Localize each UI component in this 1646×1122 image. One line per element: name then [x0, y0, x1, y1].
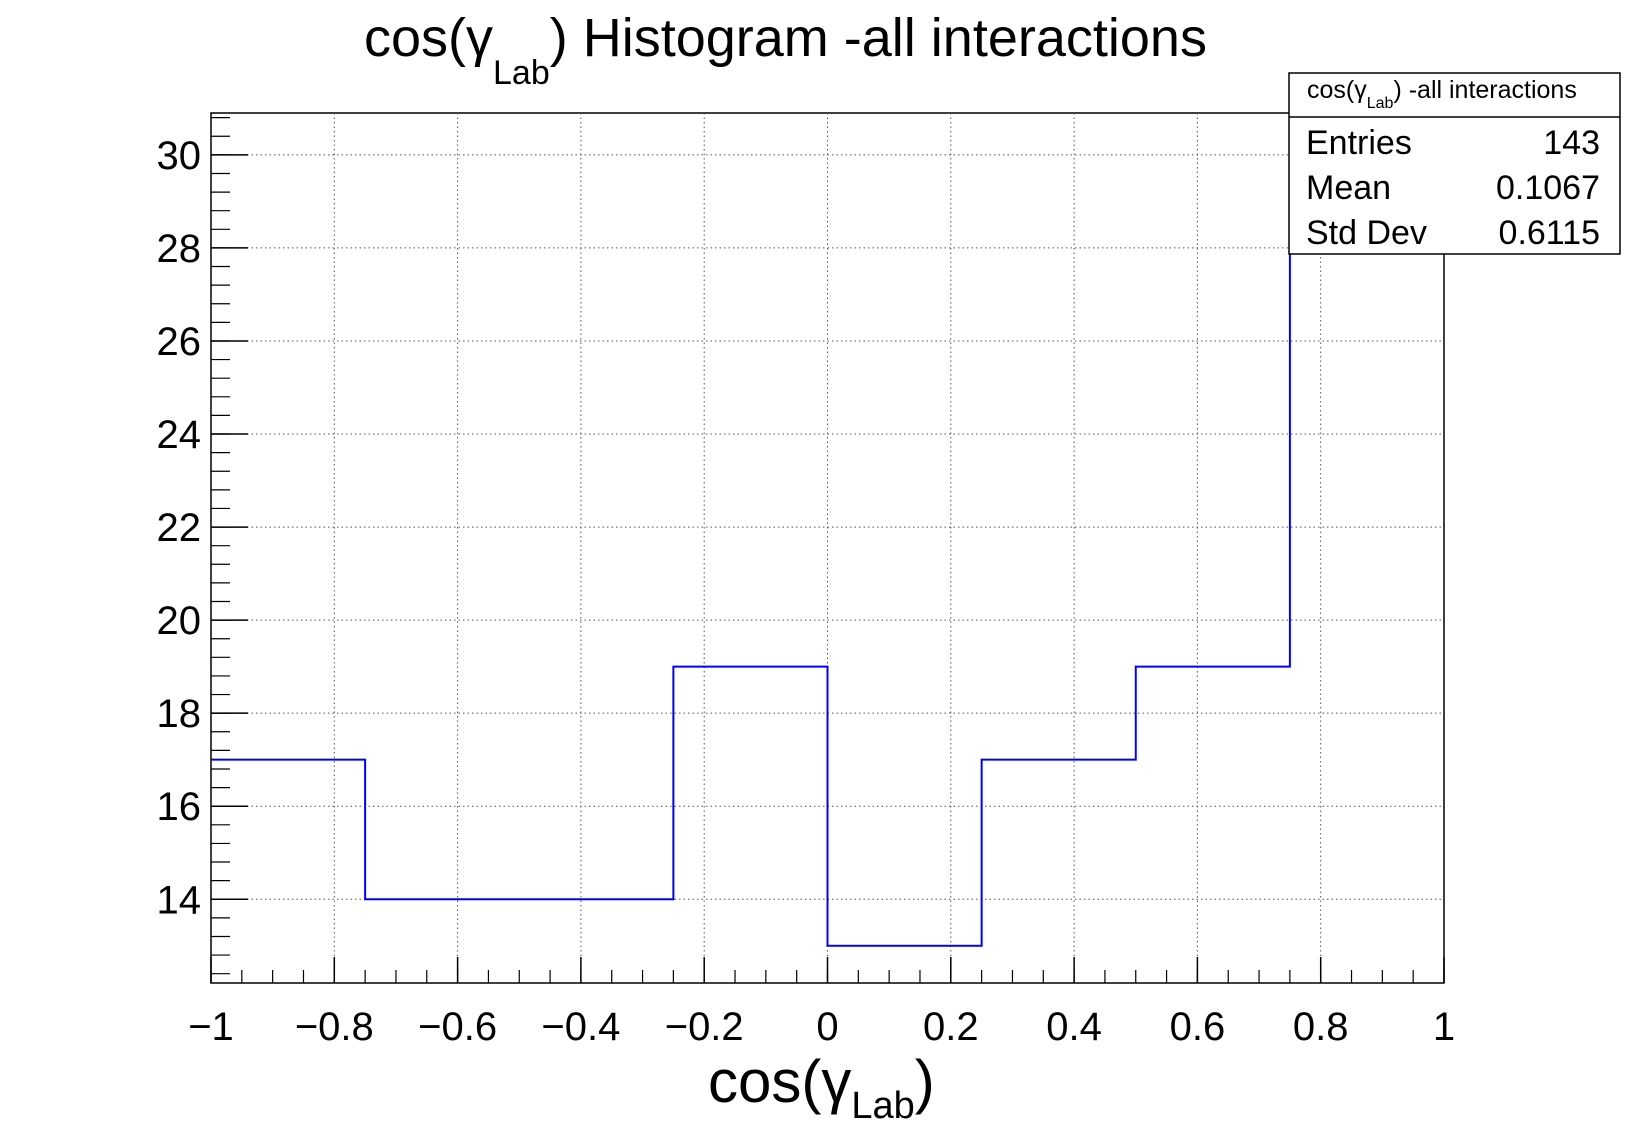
histogram-bin [211, 760, 365, 761]
histogram-outline [211, 153, 1444, 947]
chart-title-tail: ) Histogram -all interactions [550, 8, 1207, 68]
x-tick-label: −1 [188, 1005, 234, 1049]
x-axis-label: cos(γLab) [708, 1048, 935, 1122]
stats-box-title-main: cos(γ [1307, 76, 1367, 104]
y-tick-label: 14 [157, 878, 202, 922]
y-tick-label: 24 [157, 413, 202, 457]
y-tick-label: 20 [157, 599, 202, 643]
y-axis: 14 16 18 20 22 24 26 28 30 [157, 117, 248, 975]
x-axis-label-subscript: Lab [851, 1085, 914, 1122]
x-axis-label-tail: ) [915, 1048, 935, 1115]
x-axis: −1 −0.8 −0.6 −0.4 −0.2 0 0.2 0.4 0.6 0.8 1 [188, 957, 1455, 1049]
x-tick-label: 0 [816, 1005, 838, 1049]
histogram-bin [519, 899, 673, 900]
stats-box-title: cos(γLab) -all interactions [1307, 76, 1577, 112]
x-tick-label: 1 [1433, 1005, 1455, 1049]
histogram-bin [1136, 667, 1290, 668]
stats-mean-label: Mean [1306, 169, 1391, 207]
stats-box-title-subscript: Lab [1367, 95, 1394, 112]
chart-title-main: cos(γ [364, 8, 493, 68]
y-tick-label: 30 [157, 134, 202, 178]
x-axis-label-main: cos(γ [708, 1048, 851, 1115]
histogram-bin [365, 899, 519, 900]
stats-box-frame [1288, 72, 1621, 255]
stats-stddev-value: 0.6115 [1499, 214, 1600, 252]
histogram-bin [828, 946, 982, 947]
y-tick-label: 22 [157, 506, 202, 550]
stats-box-title-tail: ) -all interactions [1393, 76, 1576, 104]
y-tick-label: 28 [157, 227, 202, 271]
histogram-bins [211, 153, 1444, 947]
x-tick-label: −0.2 [665, 1005, 744, 1049]
chart-title-subscript: Lab [493, 54, 550, 92]
histogram-bin [673, 667, 827, 668]
stats-entries-label: Entries [1306, 124, 1412, 162]
y-tick-label: 26 [157, 320, 202, 364]
y-tick-label: 18 [157, 692, 202, 736]
stats-mean-value: 0.1067 [1496, 169, 1600, 207]
x-tick-label: −0.8 [295, 1005, 374, 1049]
x-tick-label: −0.4 [541, 1005, 620, 1049]
stats-stddev-label: Std Dev [1306, 214, 1427, 252]
histogram-bin [982, 760, 1136, 761]
stats-box: cos(γLab) -all interactions Entries 143 … [1288, 72, 1621, 255]
stats-entries-value: 143 [1543, 124, 1600, 162]
y-tick-label: 16 [157, 785, 202, 829]
x-tick-label: 0.6 [1170, 1005, 1226, 1049]
x-tick-label: 0.4 [1046, 1005, 1102, 1049]
x-tick-label: 0.2 [923, 1005, 979, 1049]
x-tick-label: 0.8 [1293, 1005, 1349, 1049]
chart-title: cos(γLab) Histogram -all interactions [364, 8, 1207, 92]
x-tick-label: −0.6 [418, 1005, 497, 1049]
